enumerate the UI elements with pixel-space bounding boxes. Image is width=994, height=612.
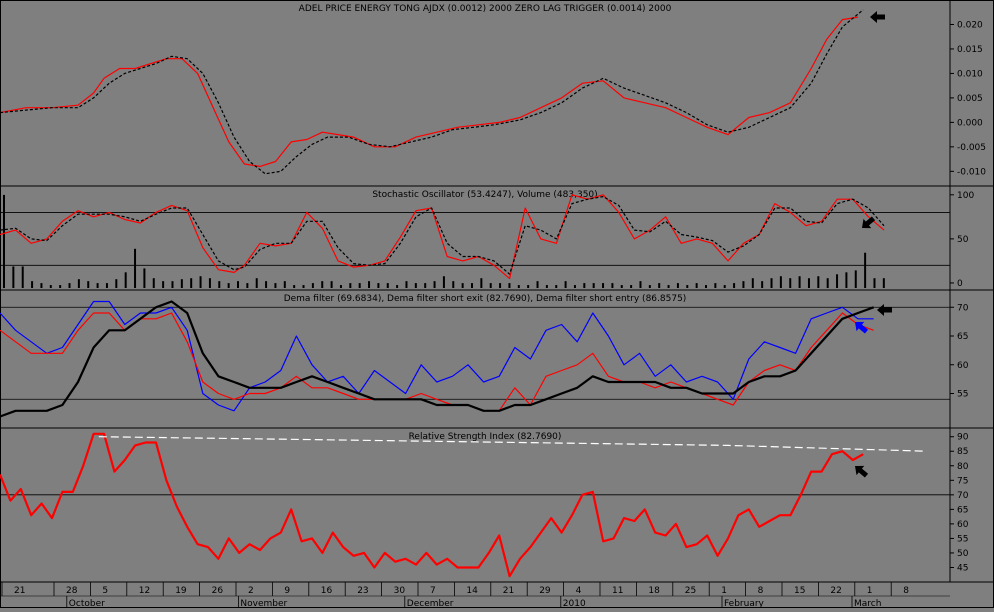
x-day-label-5: 26 [212, 586, 224, 596]
dema-panel-title: Dema filter (69.6834), Dema filter short… [284, 294, 687, 304]
rsi-panel-ytick-label-9: 45 [957, 563, 968, 573]
price-panel-ytick-label-6: -0.010 [957, 167, 986, 177]
price-panel-ytick-label-1: 0.015 [957, 45, 983, 55]
stochastic-panel-title: Stochastic Oscillator (53.4247), Volume … [372, 190, 597, 200]
rsi-panel-ytick-label-5: 65 [957, 505, 968, 515]
price-panel-ytick-label-0: 0.020 [957, 20, 983, 30]
x-day-label-4: 19 [175, 586, 187, 596]
x-day-label-8: 16 [321, 586, 333, 596]
stochastic-panel-ytick-label-2: 0 [957, 279, 963, 289]
price-panel-title: ADEL PRICE ENERGY TONG AJDX (0.0012) 200… [299, 4, 672, 14]
rsi-panel-ytick-label-0: 90 [957, 433, 969, 443]
rsi-panel-series-1 [98, 436, 926, 452]
x-day-label-11: 7 [430, 586, 436, 596]
x-day-label-12: 14 [466, 586, 478, 596]
price-panel-series-1 [0, 9, 864, 175]
x-day-label-21: 15 [794, 586, 805, 596]
x-month-label-5: March [854, 599, 881, 608]
dema-panel-series-0 [0, 300, 874, 412]
price-arrow-icon [870, 11, 885, 23]
stochastic-panel-series-0 [0, 194, 885, 280]
x-month-label-1: November [240, 599, 287, 608]
rsi-panel-series-0 [0, 432, 864, 578]
dema-panel-series-1 [0, 312, 874, 412]
x-day-label-17: 18 [648, 586, 660, 596]
rsi-panel-ytick-label-4: 70 [957, 491, 969, 501]
price-panel-series-0 [0, 16, 859, 167]
rsi-panel-ytick-label-2: 80 [957, 462, 969, 472]
x-day-label-16: 11 [612, 586, 623, 596]
rsi-panel-ytick-label-6: 60 [957, 520, 969, 530]
x-day-label-15: 4 [576, 586, 582, 596]
rsi-panel-ytick-label-1: 85 [957, 447, 968, 457]
x-month-label-0: October [69, 599, 105, 608]
x-day-label-9: 23 [357, 586, 368, 596]
x-month-label-3: 2010 [563, 599, 586, 608]
dema-panel-ytick-label-0: 70 [957, 303, 969, 313]
rsi-panel-ytick-label-7: 55 [957, 534, 968, 544]
rsi-panel-ytick-label-3: 75 [957, 476, 968, 486]
x-day-label-1: 28 [66, 586, 78, 596]
stochastic-panel-ytick-label-1: 50 [957, 235, 969, 245]
price-panel-ytick-label-4: 0.000 [957, 118, 983, 128]
x-day-label-22: 22 [830, 586, 841, 596]
x-day-label-3: 12 [139, 586, 150, 596]
dema-blue-arrow-icon [855, 321, 869, 334]
x-day-label-24: 8 [903, 586, 909, 596]
x-day-label-7: 9 [284, 586, 290, 596]
price-panel-ytick-label-5: -0.005 [957, 143, 986, 153]
x-month-label-4: February [724, 599, 765, 608]
x-day-label-2: 5 [102, 586, 108, 596]
x-day-label-23: 1 [867, 586, 873, 596]
x-day-label-13: 21 [503, 586, 514, 596]
stochastic-arrow-icon [862, 216, 876, 229]
dema-panel-series-2 [0, 300, 874, 418]
rsi-panel-ytick-label-8: 50 [957, 549, 969, 559]
x-day-label-6: 2 [248, 586, 254, 596]
stochastic-panel-ytick-label-0: 100 [957, 191, 974, 201]
dema-panel-ytick-label-3: 55 [957, 390, 968, 400]
x-day-label-19: 1 [721, 586, 727, 596]
stochastic-panel-series-1 [0, 196, 885, 275]
x-day-label-20: 8 [758, 586, 764, 596]
x-day-label-18: 25 [685, 586, 696, 596]
rsi-panel-title: Relative Strength Index (82.7690) [409, 432, 562, 442]
dema-arrow-icon [877, 304, 892, 316]
rsi-arrow-icon [855, 465, 869, 478]
dema-panel-ytick-label-1: 65 [957, 332, 968, 342]
price-panel-ytick-label-3: 0.005 [957, 94, 983, 104]
x-day-label-0: 21 [14, 586, 25, 596]
x-month-label-2: December [407, 599, 454, 608]
x-day-label-14: 29 [539, 586, 551, 596]
x-day-label-10: 30 [394, 586, 406, 596]
dema-panel-ytick-label-2: 60 [957, 361, 969, 371]
price-panel-ytick-label-2: 0.010 [957, 69, 983, 79]
